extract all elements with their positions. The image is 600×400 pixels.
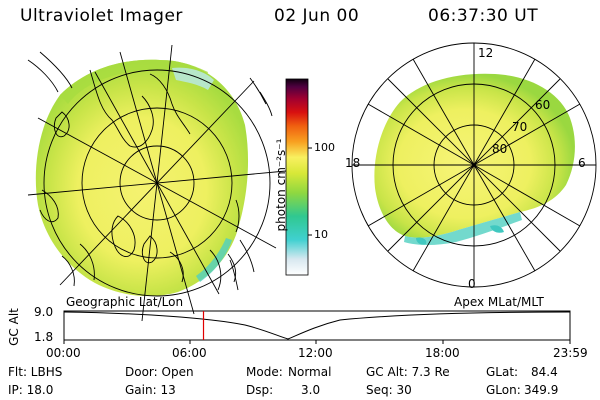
dsp-label: Dsp: xyxy=(246,383,274,397)
colorbar-unit-label: photon cm⁻²s⁻¹ xyxy=(274,138,288,232)
gc-alt-info: GC Alt: 7.3 Re xyxy=(366,365,450,379)
geo-lon-lines xyxy=(27,44,287,322)
mlt-label-0: 0 xyxy=(468,277,476,291)
geo-lat-circles xyxy=(43,69,271,297)
magnetic-map xyxy=(351,42,597,288)
timeline-x-tick-1800: 18:00 xyxy=(425,346,460,360)
timeline-x-tick-1200: 12:00 xyxy=(298,346,333,360)
timeline-plot xyxy=(63,310,571,344)
geo-aurora-image xyxy=(35,59,249,297)
glat-value: 84.4 xyxy=(531,365,558,379)
colorbar-tick-10: 10 xyxy=(314,228,328,241)
mag-projection-label: Apex MLat/MLT xyxy=(454,295,544,309)
instrument-title: Ultraviolet Imager xyxy=(20,6,183,26)
seq-info: Seq: 30 xyxy=(366,383,412,397)
timeline-y-label: GC Alt xyxy=(7,308,21,346)
mlt-label-18: 18 xyxy=(345,156,361,170)
mlat-label-70: 70 xyxy=(512,120,528,134)
timeline-y-tick-top: 9.0 xyxy=(34,305,54,319)
glon-label: GLon: xyxy=(486,383,521,397)
altitude-curve xyxy=(63,311,571,340)
gain-info: Gain: 13 xyxy=(125,383,176,397)
geo-coastlines xyxy=(39,69,240,291)
timeline-ticks xyxy=(63,340,571,344)
geo-aurora-edge xyxy=(60,59,208,104)
glat-label: GLat: xyxy=(486,365,519,379)
geo-outer-lines xyxy=(27,51,273,291)
door-info: Door: Open xyxy=(125,365,194,379)
geo-cyan-edge xyxy=(196,238,232,282)
dsp-value: 3.0 xyxy=(301,383,321,397)
mlat-label-60: 60 xyxy=(535,98,551,112)
mlt-label-6: 6 xyxy=(578,156,586,170)
mlt-label-12: 12 xyxy=(478,46,494,60)
mode-label: Mode: xyxy=(246,365,283,379)
colorbar xyxy=(285,78,312,276)
mag-cyan-spots xyxy=(416,225,504,245)
date-label: 02 Jun 00 xyxy=(274,6,360,26)
mode-value: Normal xyxy=(288,365,332,379)
time-label: 06:37:30 UT xyxy=(428,6,539,26)
geographic-map xyxy=(27,44,287,322)
timeline-y-tick-bottom: 1.8 xyxy=(34,330,54,344)
geo-projection-label: Geographic Lat/Lon xyxy=(66,295,184,309)
glon-value: 349.9 xyxy=(524,383,559,397)
colorbar-tick-100: 100 xyxy=(314,141,335,154)
timeline-x-tick-0600: 06:00 xyxy=(172,346,207,360)
timeline-x-tick-2359: 23:59 xyxy=(553,346,588,360)
mlat-label-80: 80 xyxy=(492,142,508,156)
mag-mlt-lines xyxy=(352,43,596,287)
mag-cyan-fringe xyxy=(404,212,522,245)
timeline-x-tick-0000: 00:00 xyxy=(46,346,81,360)
ip-info: IP: 18.0 xyxy=(8,383,54,397)
filter-info: Flt: LBHS xyxy=(8,365,63,379)
